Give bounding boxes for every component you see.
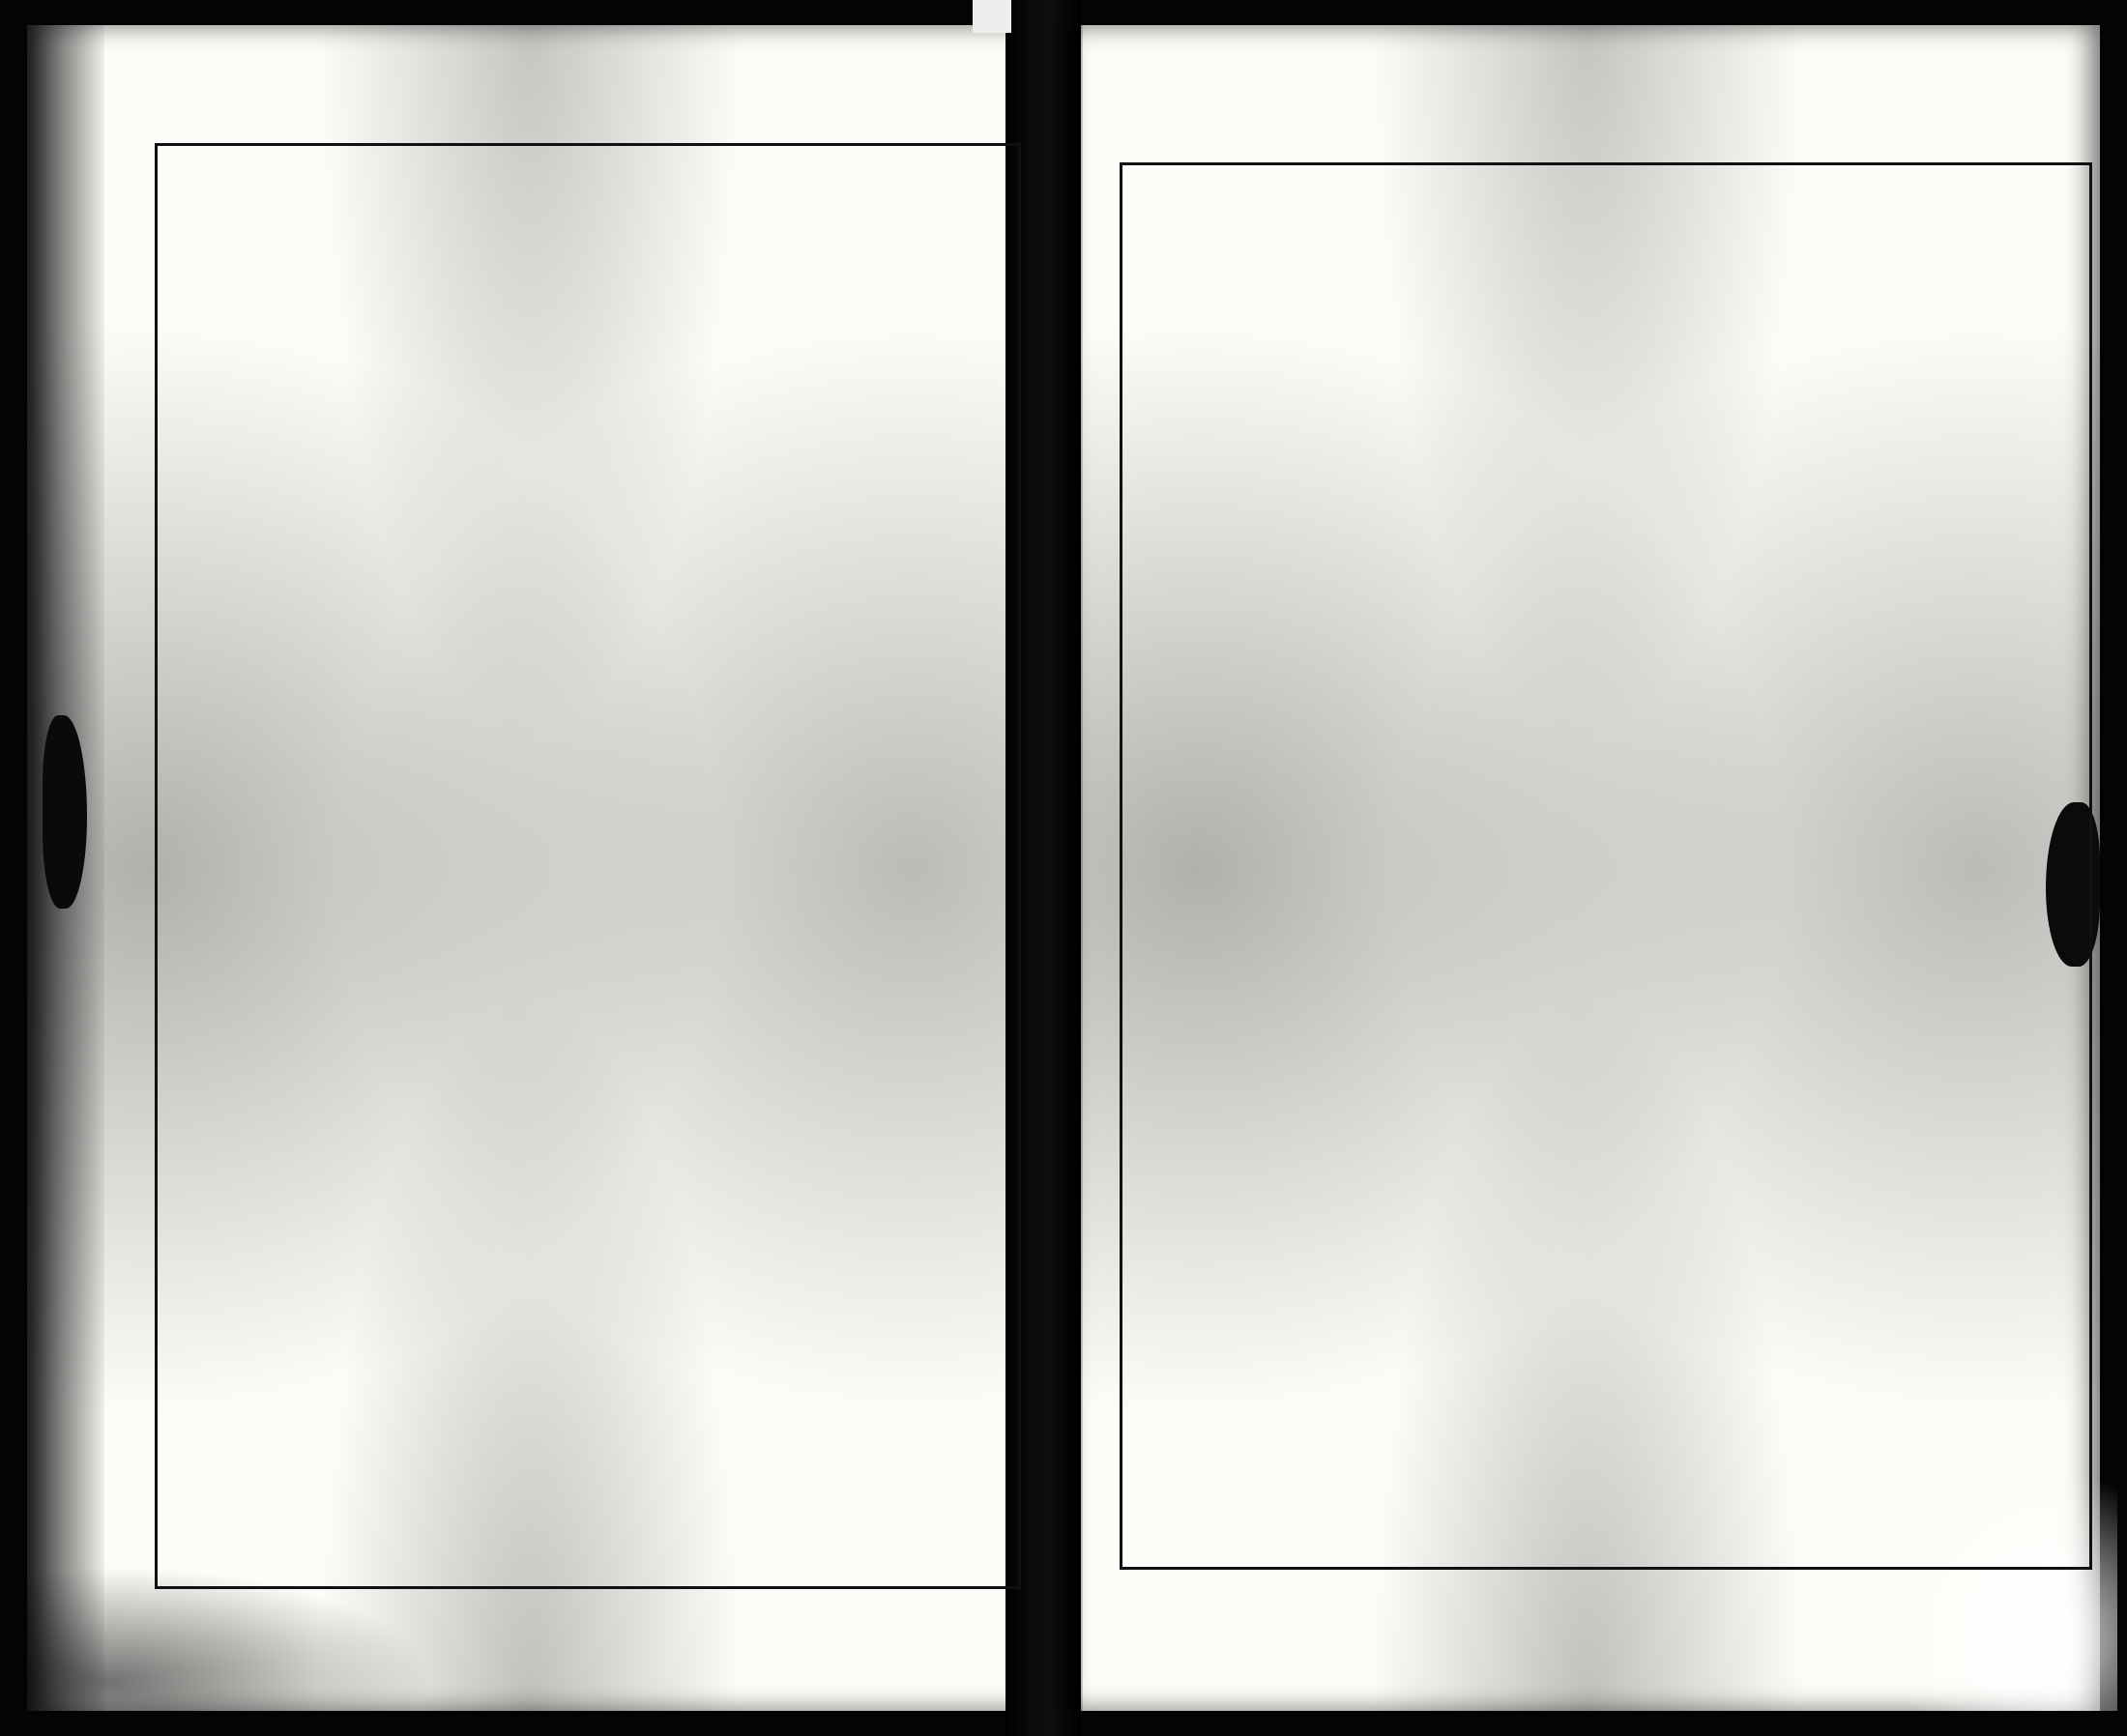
gutter-top-highlight — [973, 0, 1011, 33]
left-page — [27, 25, 1033, 1711]
right-page — [1075, 25, 2100, 1711]
left-table-grid — [155, 143, 1021, 1589]
right-table-grid — [1120, 162, 2092, 1570]
